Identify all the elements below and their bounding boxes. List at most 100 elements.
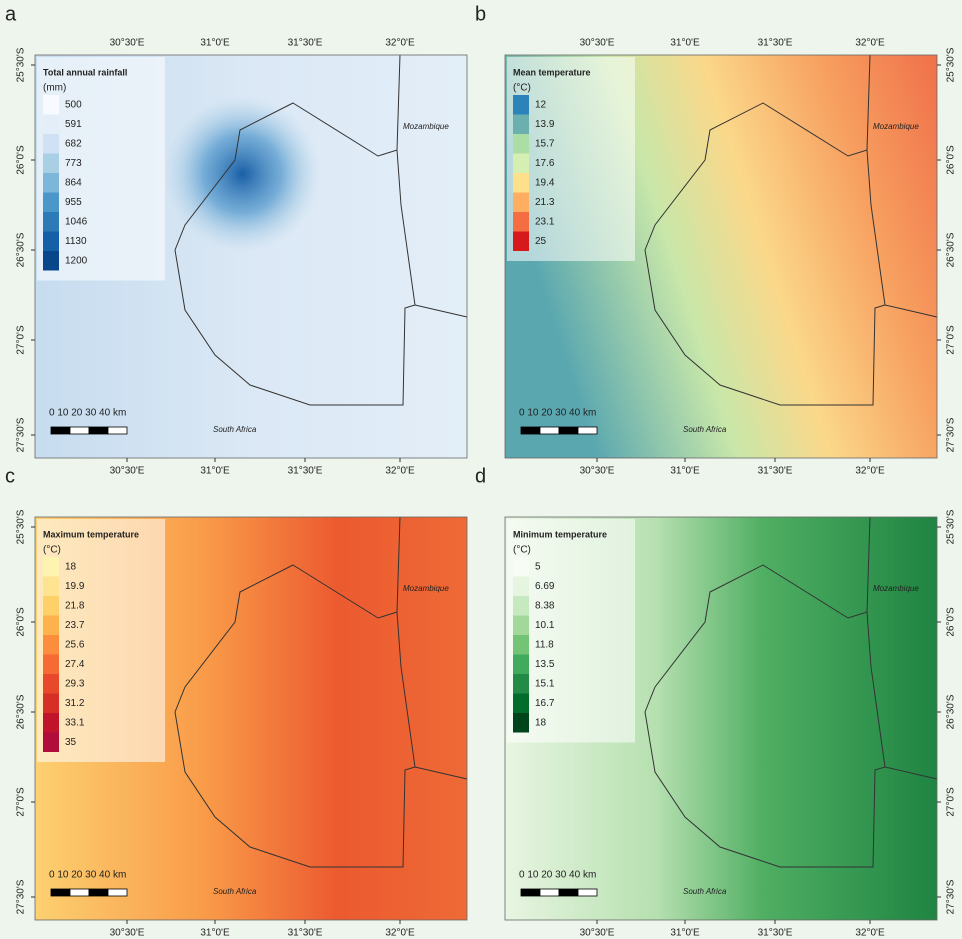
scale-segment (89, 427, 108, 434)
scale-segment (108, 889, 127, 896)
lon-label: 32°0'E (855, 928, 885, 939)
lat-label: 26°30'S (16, 232, 27, 267)
legend-title: Total annual rainfall (43, 67, 127, 77)
legend-swatch (513, 95, 529, 115)
legend-label: 500 (65, 100, 82, 111)
scale-segment (559, 889, 578, 896)
lon-label: 30°30'E (580, 38, 615, 49)
legend-swatch (43, 193, 59, 213)
map-panel: bMozambiqueSouth AfricaMean temperature(… (475, 3, 957, 476)
legend-swatch (513, 557, 529, 577)
legend-swatch (513, 635, 529, 655)
legend-swatch (513, 694, 529, 714)
legend-title: Minimum temperature (513, 529, 607, 539)
legend-label: 6.69 (535, 581, 555, 592)
lat-label: 25°30'S (946, 47, 957, 82)
legend-label: 18 (535, 718, 547, 729)
legend-label: 12 (535, 100, 547, 111)
legend-swatch (43, 251, 59, 271)
legend-title: Maximum temperature (43, 529, 139, 539)
country-label: South Africa (683, 425, 727, 434)
scale-segment (108, 427, 127, 434)
lat-label: 26°0'S (16, 145, 27, 175)
legend-swatch (513, 115, 529, 135)
legend-swatch (43, 212, 59, 232)
panel-letter: d (475, 465, 486, 487)
lat-label: 26°30'S (946, 232, 957, 267)
lat-label: 27°0'S (946, 787, 957, 817)
lon-label: 31°30'E (758, 928, 793, 939)
legend-swatch (43, 635, 59, 655)
lon-label: 30°30'E (110, 38, 145, 49)
scale-segment (51, 427, 70, 434)
lat-label: 26°0'S (946, 145, 957, 175)
lon-label: 32°0'E (385, 38, 415, 49)
country-label: South Africa (213, 887, 257, 896)
lon-label: 31°0'E (200, 466, 230, 477)
legend-swatch (43, 694, 59, 714)
panel-letter: a (5, 3, 17, 25)
scale-label: 0 10 20 30 40 km (49, 870, 126, 881)
legend-label: 10.1 (535, 620, 555, 631)
legend-label: 682 (65, 139, 82, 150)
legend-swatch (513, 232, 529, 252)
scale-segment (521, 427, 540, 434)
panel-letter: b (475, 3, 486, 25)
scale-segment (578, 427, 597, 434)
legend-unit: (°C) (43, 545, 61, 556)
lon-label: 31°30'E (758, 38, 793, 49)
legend-swatch (43, 713, 59, 733)
legend-label: 19.4 (535, 178, 555, 189)
legend-label: 15.7 (535, 139, 555, 150)
scale-segment (559, 427, 578, 434)
legend-swatch (513, 134, 529, 154)
lon-label: 30°30'E (110, 928, 145, 939)
lon-label: 30°30'E (580, 928, 615, 939)
lat-label: 27°30'S (16, 879, 27, 914)
country-label: Mozambique (873, 584, 919, 593)
lon-label: 31°0'E (200, 928, 230, 939)
legend-label: 1130 (65, 236, 87, 247)
legend-swatch (43, 577, 59, 597)
legend-swatch (513, 596, 529, 616)
lon-label: 31°30'E (758, 466, 793, 477)
legend-swatch (513, 212, 529, 232)
country-label: Mozambique (403, 122, 449, 131)
scale-label: 0 10 20 30 40 km (519, 870, 596, 881)
legend-label: 864 (65, 178, 82, 189)
legend-swatch (513, 154, 529, 174)
lat-label: 27°30'S (946, 879, 957, 914)
legend-label: 15.1 (535, 679, 555, 690)
legend-label: 955 (65, 197, 82, 208)
legend-swatch (43, 232, 59, 252)
legend-label: 23.7 (65, 620, 85, 631)
legend-swatch (43, 733, 59, 753)
lat-label: 25°30'S (946, 509, 957, 544)
legend-label: 31.2 (65, 698, 85, 709)
legend-swatch (513, 713, 529, 733)
legend-label: 13.9 (535, 119, 555, 130)
legend-swatch (513, 674, 529, 694)
scale-segment (70, 427, 89, 434)
legend-label: 5 (535, 562, 541, 573)
lon-label: 31°0'E (200, 38, 230, 49)
legend-label: 25 (535, 236, 547, 247)
lat-label: 27°30'S (16, 417, 27, 452)
lat-label: 25°30'S (16, 47, 27, 82)
lat-label: 26°0'S (16, 607, 27, 637)
lat-label: 27°0'S (16, 325, 27, 355)
scale-label: 0 10 20 30 40 km (519, 408, 596, 419)
legend-label: 1046 (65, 217, 88, 228)
lat-label: 27°30'S (946, 417, 957, 452)
figure: a Mozambique South Africa Total annual rain… (0, 0, 962, 939)
legend-label: 23.1 (535, 217, 555, 228)
lon-label: 32°0'E (385, 466, 415, 477)
legend-label: 21.3 (535, 197, 555, 208)
lon-label: 32°0'E (855, 466, 885, 477)
legend-swatch (43, 655, 59, 675)
legend-label: 591 (65, 119, 82, 130)
scale-segment (51, 889, 70, 896)
lon-label: 32°0'E (855, 38, 885, 49)
lon-label: 31°0'E (670, 466, 700, 477)
